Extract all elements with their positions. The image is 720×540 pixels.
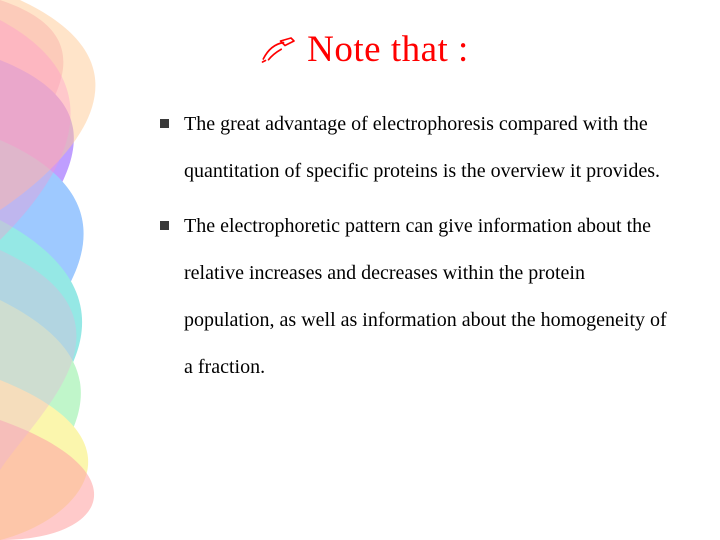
list-item-text: The great advantage of electrophoresis c… (184, 113, 660, 182)
bullet-list: The great advantage of electrophoresis c… (160, 101, 680, 391)
title-row: Note that : (50, 28, 680, 71)
slide-title: Note that : (307, 28, 469, 71)
list-item: The electrophoretic pattern can give inf… (160, 203, 680, 391)
slide-content: Note that : The great advantage of elect… (0, 0, 720, 540)
writing-hand-icon (261, 35, 297, 65)
list-item-text: The electrophoretic pattern can give inf… (184, 215, 667, 378)
list-item: The great advantage of electrophoresis c… (160, 101, 680, 195)
